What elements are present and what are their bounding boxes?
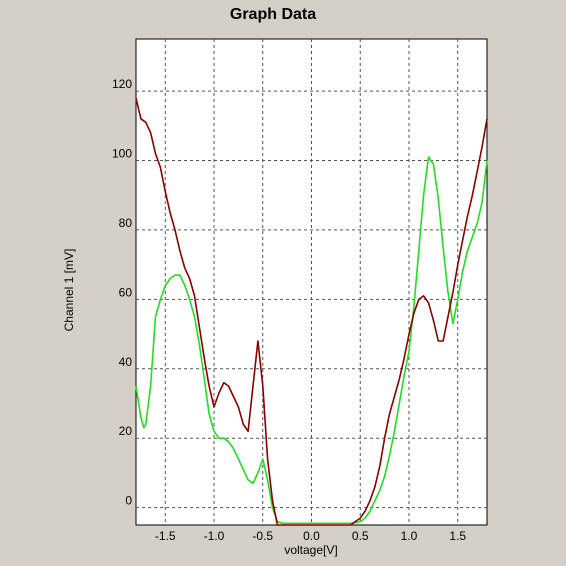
x-tick-label: 0.0 <box>303 529 320 543</box>
x-tick-label: 1.5 <box>449 529 466 543</box>
chart-title: Graph Data <box>230 6 316 23</box>
y-tick-label: 100 <box>112 147 132 161</box>
y-tick-label: 20 <box>119 424 133 438</box>
y-tick-label: 80 <box>119 216 133 230</box>
x-tick-label: 0.5 <box>352 529 369 543</box>
y-tick-label: 0 <box>125 494 132 508</box>
x-tick-label: -1.0 <box>204 529 225 543</box>
x-tick-label: -0.5 <box>252 529 273 543</box>
y-axis-label: Channel 1 [mV] <box>62 249 76 332</box>
series-line-green <box>135 156 488 525</box>
tick-labels: -1.5 -1.0 -0.5 0.0 0.5 1.0 1.5 0 20 40 60 80 100 120 <box>112 77 466 543</box>
series-layer <box>135 97 488 526</box>
x-tick-label: -1.5 <box>155 529 176 543</box>
x-axis-label: voltage[V] <box>284 543 337 557</box>
y-tick-label: 60 <box>119 285 133 299</box>
x-tick-label: 1.0 <box>401 529 418 543</box>
series-line-darkred <box>135 97 488 526</box>
y-tick-label: 120 <box>112 77 132 91</box>
grid <box>136 39 487 525</box>
y-tick-label: 40 <box>119 355 133 369</box>
